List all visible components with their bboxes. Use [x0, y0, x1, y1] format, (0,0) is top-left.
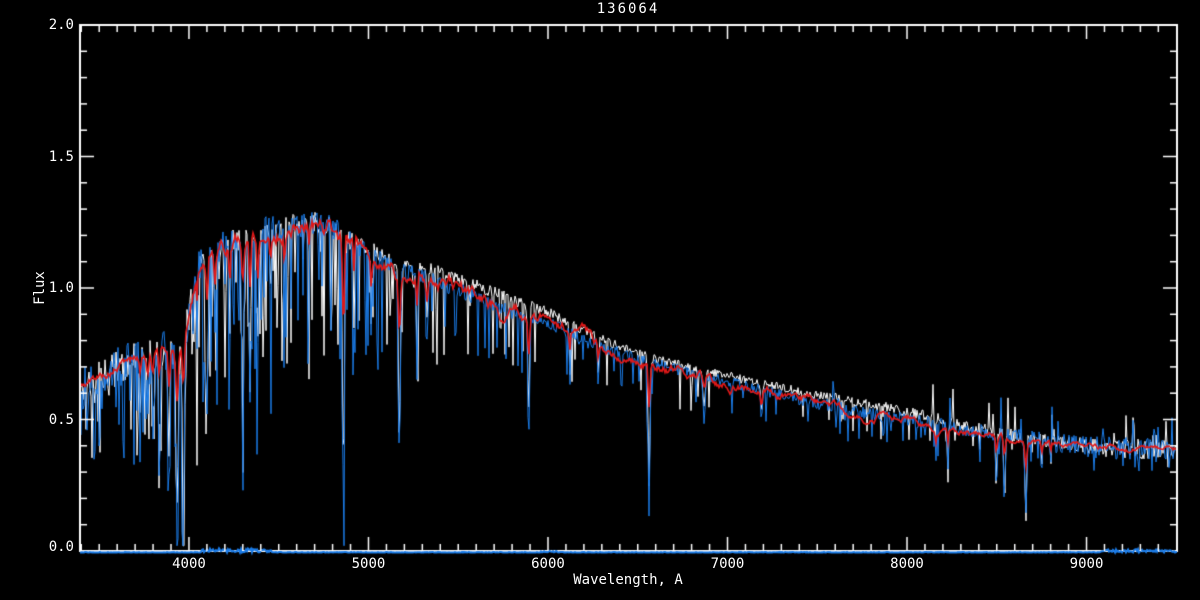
- y-tick-label: 0.0: [48, 539, 74, 555]
- x-axis-label: Wavelength, A: [573, 572, 683, 588]
- y-tick-label: 1.0: [48, 280, 74, 296]
- x-tick-label: 5000: [351, 556, 386, 572]
- x-tick-label: 4000: [172, 556, 206, 572]
- y-tick-label: 0.5: [48, 411, 74, 428]
- chart-title: 136064: [596, 1, 660, 17]
- x-tick-label: 7000: [710, 556, 745, 572]
- x-tick-label: 8000: [890, 556, 924, 572]
- x-tick-label: 6000: [531, 556, 565, 572]
- y-tick-label: 2.0: [48, 17, 74, 33]
- y-tick-label: 1.5: [48, 148, 74, 165]
- x-tick-label: 9000: [1069, 556, 1104, 572]
